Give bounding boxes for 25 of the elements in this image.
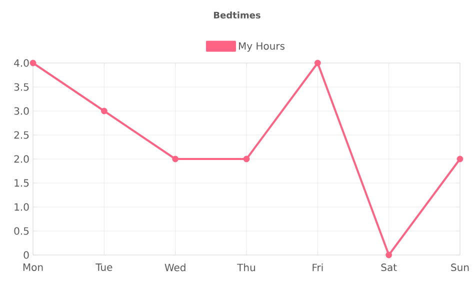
point bbox=[100, 108, 108, 114]
point bbox=[386, 252, 392, 258]
y-tick-label: 2.0 bbox=[14, 155, 29, 163]
x-tick-label: Sun bbox=[451, 264, 469, 272]
y-tick-label: 1.5 bbox=[14, 179, 29, 187]
y-tick-label: 4.0 bbox=[14, 59, 29, 67]
x-tick-label: Mon bbox=[23, 264, 43, 271]
point bbox=[30, 60, 36, 66]
point bbox=[456, 156, 464, 162]
x-tick-label: Fri bbox=[312, 264, 323, 272]
x-tick-label: Thu bbox=[237, 264, 255, 272]
point bbox=[172, 156, 179, 162]
x-tick-label: Tue bbox=[96, 264, 112, 271]
point bbox=[243, 156, 250, 162]
y-tick-label: 3.0 bbox=[14, 107, 29, 115]
legend-label: My Hours bbox=[238, 42, 285, 52]
y-tick-label: 0.5 bbox=[14, 227, 29, 235]
y-tick-label: 1.0 bbox=[14, 203, 29, 211]
chart-title: Bedtimes bbox=[214, 12, 260, 18]
x-tick-label: Sat bbox=[381, 264, 397, 272]
x-tick-label: Wed bbox=[164, 264, 186, 272]
y-tick-label: 2.5 bbox=[14, 131, 29, 139]
point bbox=[314, 60, 321, 66]
y-tick-label: 0 bbox=[24, 251, 29, 259]
y-tick-label: 3.5 bbox=[14, 83, 29, 91]
